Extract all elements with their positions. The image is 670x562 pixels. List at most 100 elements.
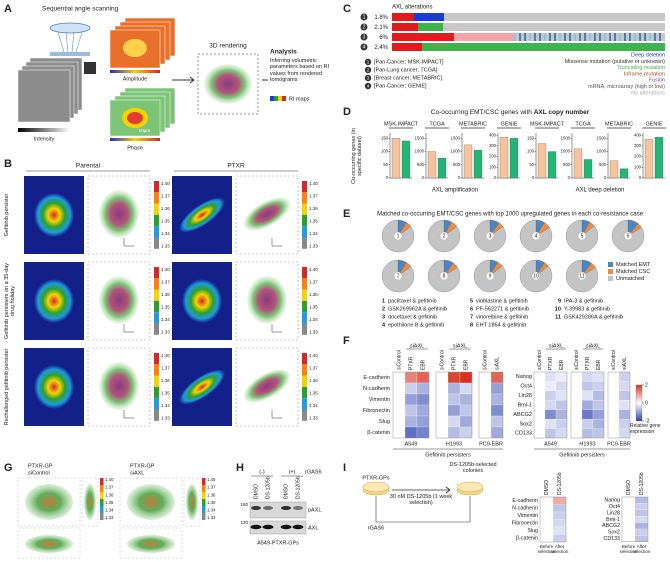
column-label: EBR xyxy=(463,359,469,370)
bar xyxy=(619,168,629,179)
pie-badge xyxy=(577,231,587,241)
oncoprint-track xyxy=(639,33,641,41)
label: vinblastine & gefitinib xyxy=(476,298,528,304)
colorbar-tick: 1.37 xyxy=(207,485,216,490)
heatmap-cell xyxy=(404,393,418,406)
gene-label: Nanog xyxy=(516,374,532,380)
phase-map xyxy=(127,112,143,124)
label: 4 xyxy=(367,83,370,88)
label: EHT 1864 & gefitinib xyxy=(476,322,526,328)
colorbar-tick: 1.36 xyxy=(161,378,170,383)
render-box xyxy=(235,175,299,255)
cell xyxy=(182,279,222,323)
label: RI maps xyxy=(289,96,310,102)
bar xyxy=(583,159,593,179)
oncoprint-track xyxy=(549,33,551,41)
panel-letter: B xyxy=(4,158,12,170)
label: 9 xyxy=(558,298,561,304)
label: PTXR-GP xyxy=(28,463,53,469)
bar xyxy=(654,137,664,179)
blot-band xyxy=(263,506,273,510)
cell-line-label: H1993 xyxy=(579,441,595,447)
gene-label: Fibronectin xyxy=(512,521,538,527)
heatmap-cell xyxy=(490,371,504,384)
colorbar xyxy=(202,478,206,485)
oncoprint-track xyxy=(599,33,601,41)
heatmap-cell xyxy=(634,496,649,504)
colorbar-tick: 1.35 xyxy=(309,219,318,224)
y-tick-label: 1000 xyxy=(561,149,571,154)
render-box xyxy=(87,347,151,427)
label: (-) xyxy=(259,469,265,475)
lane-label: DMSO xyxy=(283,484,289,499)
colorbar xyxy=(302,375,307,387)
heatmap-cell xyxy=(544,400,557,410)
colorbar xyxy=(302,203,307,215)
oncoprint-track xyxy=(418,23,443,31)
oncoprint-track xyxy=(392,13,665,21)
heatmap-cell xyxy=(634,509,649,517)
heatmap-cell xyxy=(581,419,594,429)
panel-letter: A xyxy=(4,3,12,15)
colorbar-tick: 1.35 xyxy=(161,391,170,396)
legend-entry: Truncating mutation xyxy=(617,65,665,71)
heatmap-cell xyxy=(416,382,430,395)
heatmap-cell xyxy=(459,415,473,428)
lane-label: DS-1205b xyxy=(265,476,271,499)
colorbar-tick-label: -2 xyxy=(645,418,650,424)
oncoprint-track xyxy=(539,33,541,41)
oncoprint-track xyxy=(554,33,556,41)
legend-entry: Unmatched xyxy=(616,276,644,282)
heatmap-cell xyxy=(607,409,620,420)
colorbar xyxy=(100,499,104,506)
y-tick-label: 1000 xyxy=(597,149,607,154)
colorbar xyxy=(302,226,307,238)
label: 30 nM DS-1205b (1 week selection) xyxy=(389,494,453,507)
colorbar-tick: 1.34 xyxy=(161,231,170,236)
label: 7 xyxy=(470,314,473,320)
pie-badge xyxy=(531,231,541,241)
lane-label: DMSO xyxy=(253,484,259,499)
pie-label: 9 xyxy=(489,274,492,280)
heatmap-cell xyxy=(392,393,406,406)
oncoprint-track xyxy=(584,33,586,41)
heatmap-cell xyxy=(435,415,449,428)
colorbar-tick: 1.36 xyxy=(309,292,318,297)
heatmap-cell xyxy=(392,382,406,395)
heatmap-cell xyxy=(544,371,557,382)
colorbar xyxy=(154,192,159,204)
rule xyxy=(189,76,195,81)
colorbar xyxy=(154,364,159,376)
column-label: siControl xyxy=(574,350,580,370)
heatmap-cell xyxy=(478,404,492,417)
label: 6 xyxy=(470,306,473,312)
oncoprint-track xyxy=(544,33,546,41)
heatmap-cell xyxy=(544,381,557,391)
heatmap-cell xyxy=(435,404,449,417)
blot-band xyxy=(281,506,291,510)
colorbar-tick: 1.35 xyxy=(105,500,114,505)
row-badge xyxy=(364,82,372,90)
y-tick-label: 400 xyxy=(489,132,497,137)
gene-label: Sox2 xyxy=(608,530,620,536)
heatmap-cell xyxy=(435,371,449,384)
bar xyxy=(427,151,437,179)
label: PTXR-GP xyxy=(130,463,155,469)
pie-badge xyxy=(393,271,403,281)
colorbar-tick: 1.33 xyxy=(309,330,318,335)
y-tick-label: 1500 xyxy=(415,135,425,140)
heatmap-cell xyxy=(570,409,583,420)
label: siAXL xyxy=(586,343,600,349)
blot-band xyxy=(251,506,261,510)
gene-label: Bmi-1 xyxy=(606,517,620,523)
gene-label: N-cadherin xyxy=(512,506,538,512)
heatmap-cell xyxy=(459,426,473,439)
label: METABRIC xyxy=(605,121,633,127)
heatmap-cell xyxy=(621,522,636,530)
heatmap-cell xyxy=(539,519,554,528)
render-box xyxy=(183,477,201,527)
oncoprint-track xyxy=(644,33,646,41)
legend-entry: Missense mutation (putative or unknown) xyxy=(565,59,665,65)
colorbar xyxy=(154,278,159,290)
colorbar-tick: 1.36 xyxy=(105,492,114,497)
